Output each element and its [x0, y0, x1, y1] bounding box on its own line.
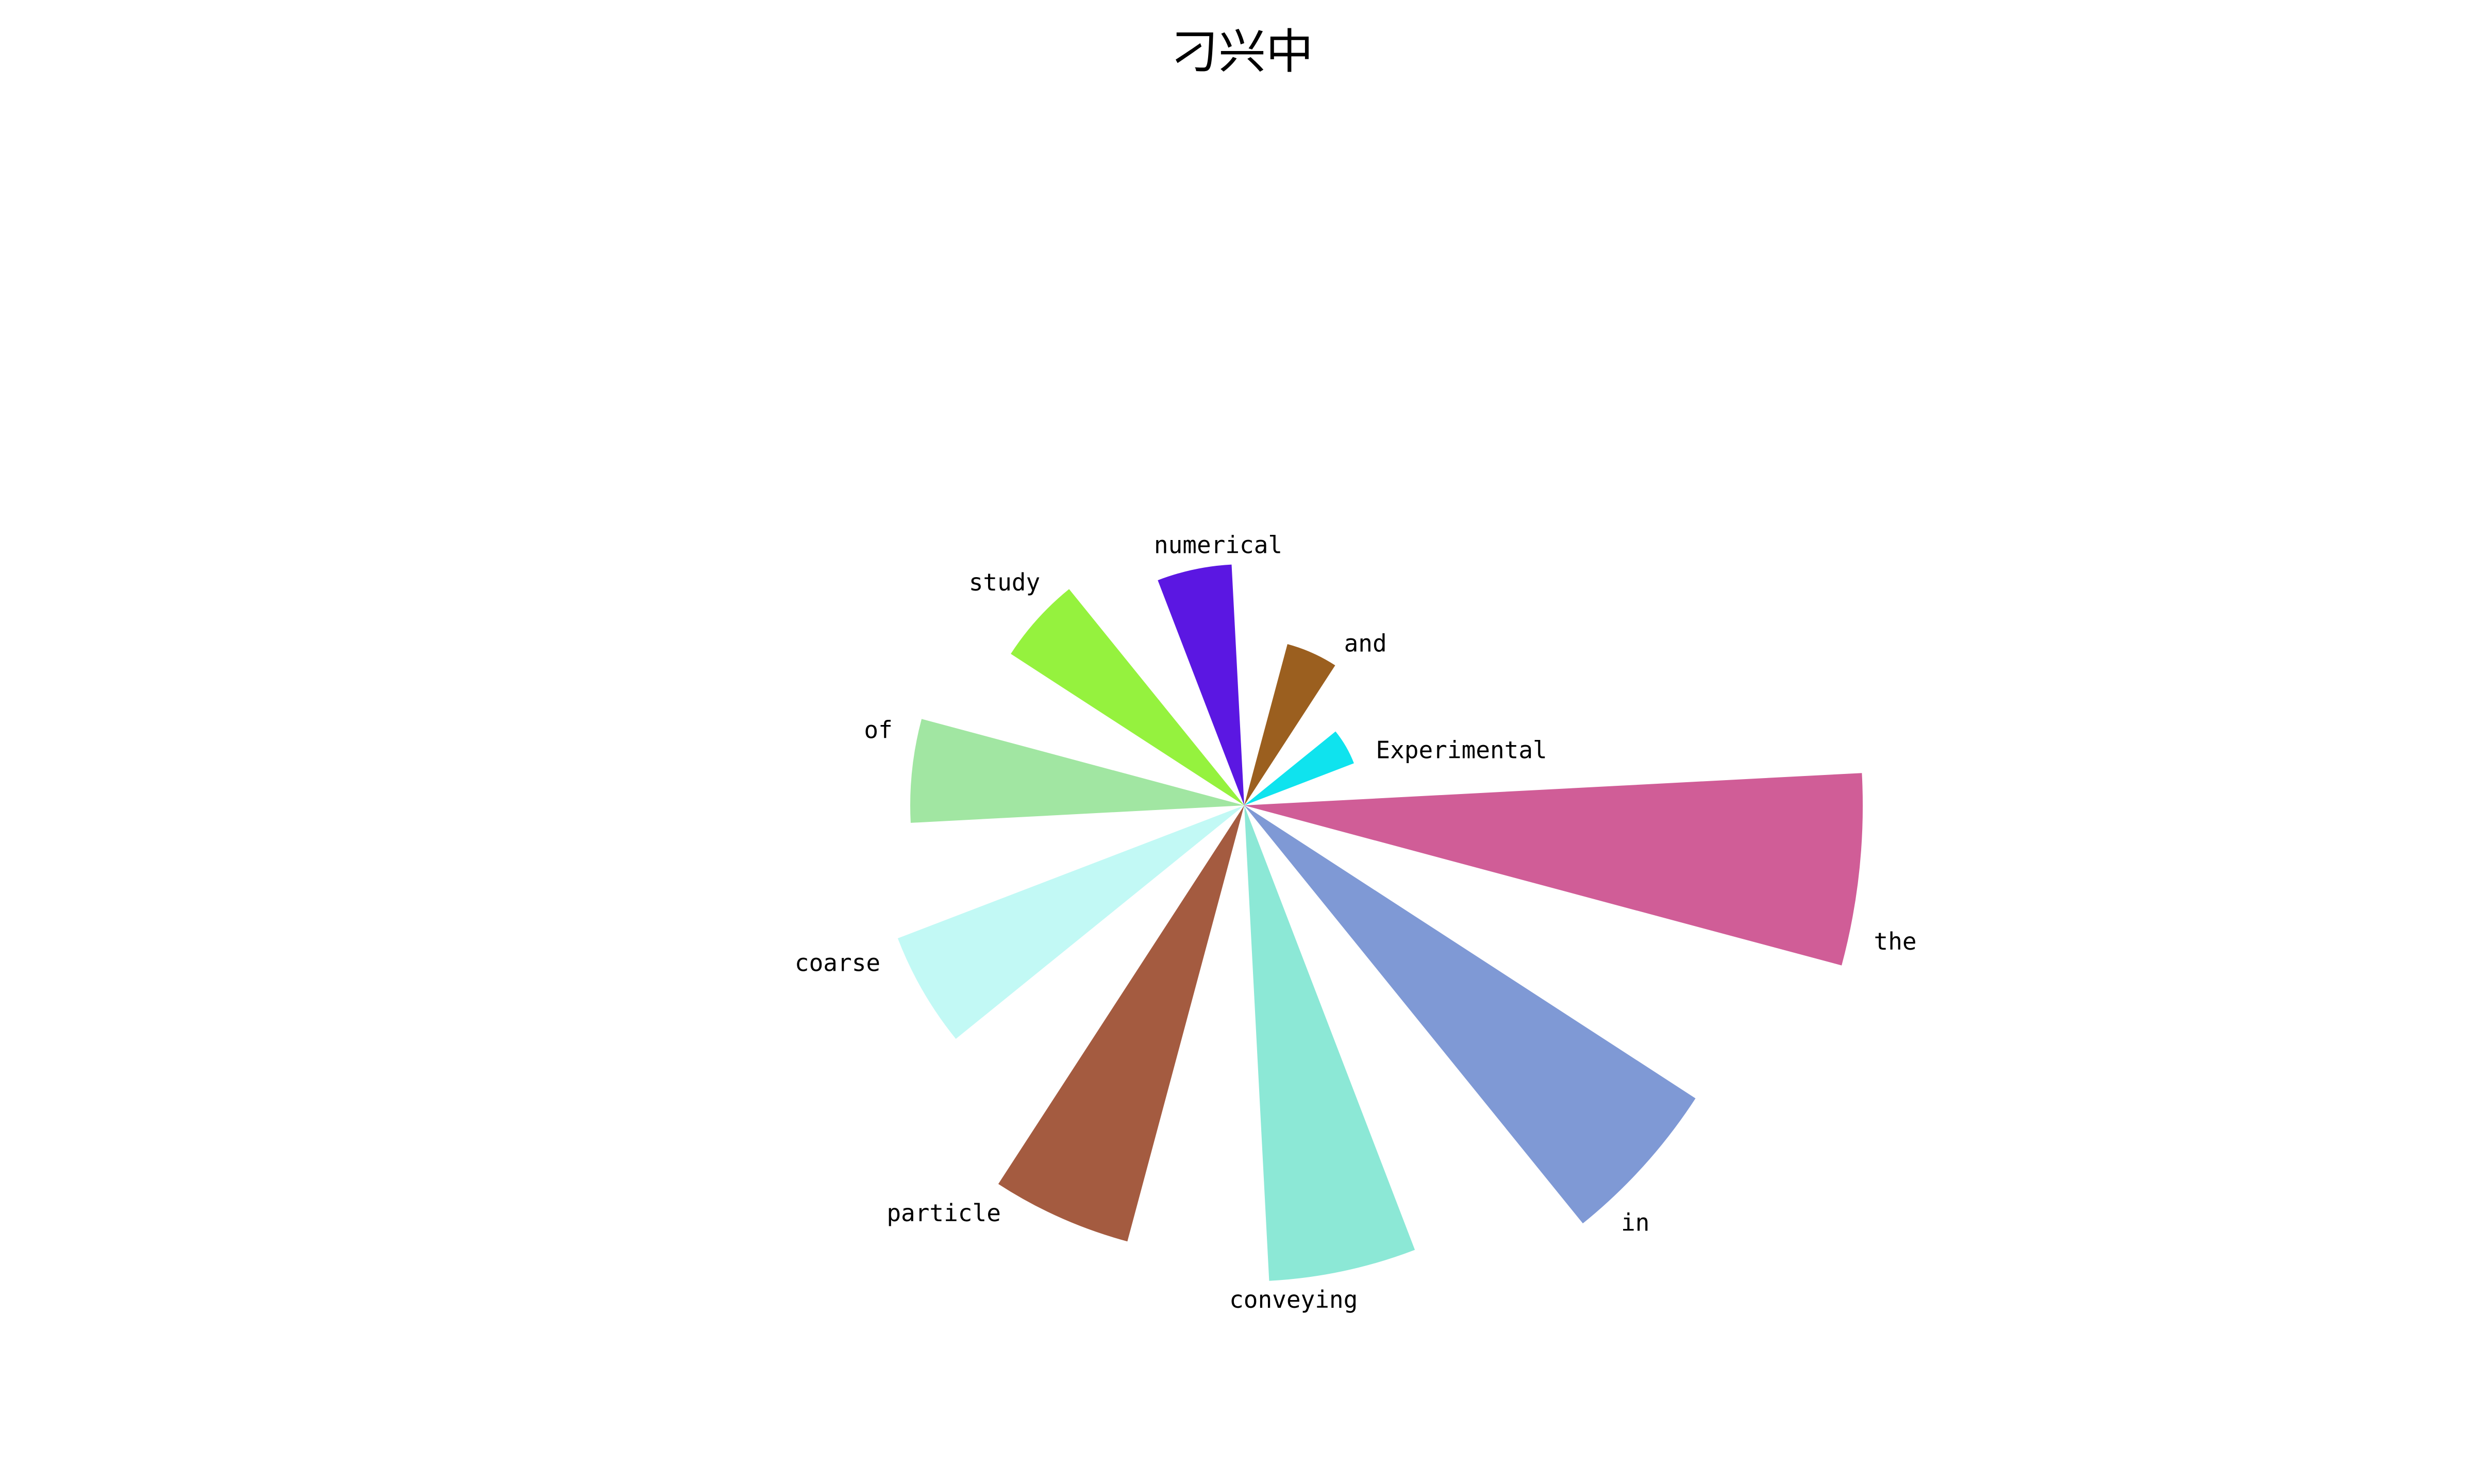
petal-group: [897, 564, 1863, 1281]
petal-and: [1244, 644, 1335, 805]
petal-study: [1011, 589, 1244, 805]
petal-label-conveying: conveying: [1229, 1286, 1358, 1313]
petal-of: [910, 719, 1244, 823]
petal-label-study: study: [969, 568, 1040, 596]
petal-label-coarse: coarse: [795, 949, 880, 977]
petal-coarse: [897, 805, 1244, 1039]
petal-label-of: of: [864, 716, 892, 744]
petal-label-and: and: [1344, 630, 1387, 657]
petal-the: [1244, 773, 1863, 966]
chart-title: 刁兴中: [1171, 24, 1313, 79]
petal-label-experimental: Experimental: [1376, 736, 1547, 764]
petal-in: [1244, 805, 1696, 1224]
label-group: Experimental and numerical study of coarse par…: [795, 531, 1917, 1314]
petal-experimental: [1244, 731, 1354, 805]
petal-label-the: the: [1874, 927, 1917, 955]
petal-conveying: [1244, 805, 1415, 1281]
petal-numerical: [1158, 564, 1244, 805]
petal-label-numerical: numerical: [1154, 531, 1282, 559]
petal-label-particle: particle: [887, 1199, 1001, 1227]
petal-particle: [998, 805, 1244, 1242]
petal-label-in: in: [1621, 1208, 1649, 1236]
